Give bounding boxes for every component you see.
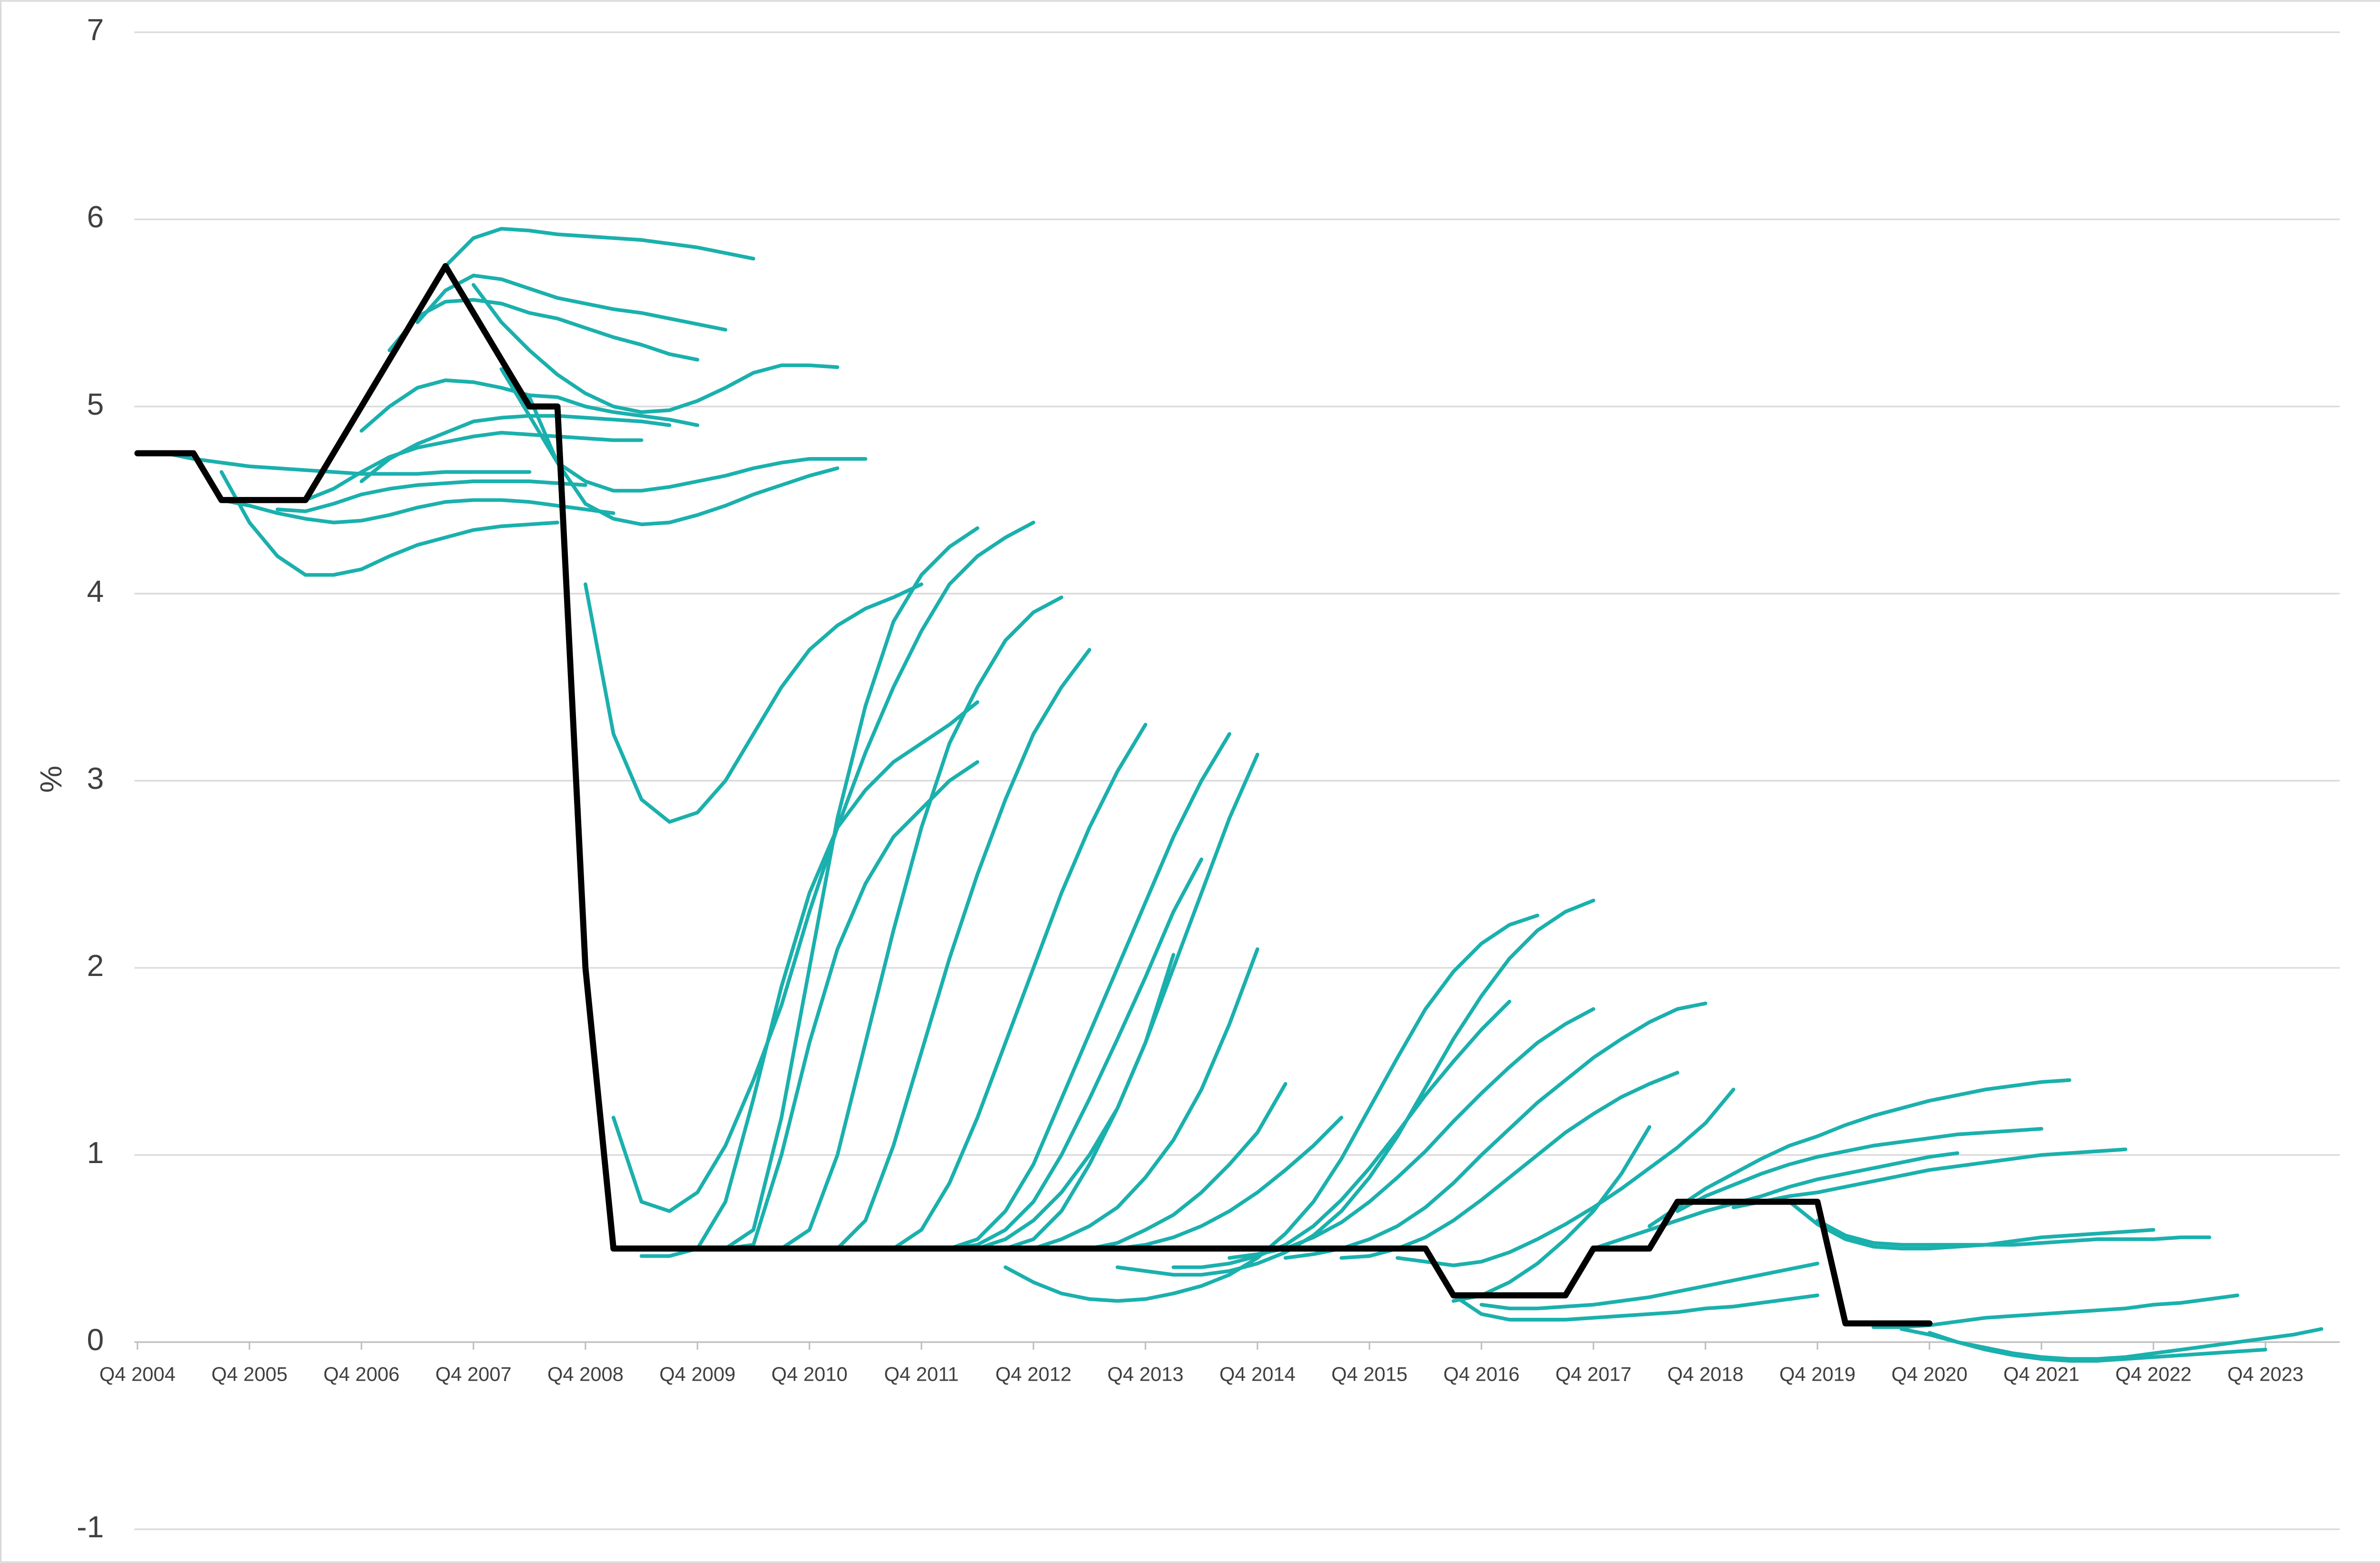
x-tick-label: Q4 2019 bbox=[1779, 1363, 1855, 1385]
x-tick-label: Q4 2005 bbox=[211, 1363, 288, 1385]
series-line bbox=[276, 479, 587, 513]
x-tick-label: Q4 2009 bbox=[659, 1363, 735, 1385]
series-line bbox=[1591, 1151, 1960, 1251]
series-line bbox=[724, 760, 980, 1251]
series-line bbox=[1115, 898, 1596, 1277]
series-line bbox=[219, 470, 559, 577]
x-tick-label: Q4 2018 bbox=[1667, 1363, 1744, 1385]
series-line bbox=[303, 430, 644, 502]
x-tick-label: Q4 2020 bbox=[1891, 1363, 1967, 1385]
series-line bbox=[1115, 1115, 1344, 1251]
series-line bbox=[1787, 1200, 2155, 1251]
x-tick-label: Q4 2013 bbox=[1107, 1363, 1183, 1385]
x-tick-label: Q4 2015 bbox=[1331, 1363, 1408, 1385]
series-line bbox=[835, 647, 1091, 1251]
series-line bbox=[1395, 1087, 1735, 1267]
series-line bbox=[1899, 1327, 2323, 1361]
series-line bbox=[1003, 753, 1259, 1251]
series-line bbox=[1731, 1147, 2128, 1209]
y-tick-label: 6 bbox=[87, 200, 104, 234]
x-tick-label: Q4 2012 bbox=[995, 1363, 1071, 1385]
x-tick-label: Q4 2004 bbox=[99, 1363, 176, 1385]
series-line bbox=[219, 498, 615, 525]
series-line bbox=[724, 526, 980, 1251]
x-tick-label: Q4 2023 bbox=[2227, 1363, 2303, 1385]
series-line bbox=[779, 595, 1063, 1251]
x-tick-label: Q4 2010 bbox=[772, 1363, 848, 1385]
y-tick-label: 1 bbox=[87, 1135, 104, 1170]
x-tick-label: Q4 2022 bbox=[2115, 1363, 2192, 1385]
series-line bbox=[416, 273, 727, 332]
y-tick-label: 2 bbox=[87, 948, 104, 983]
series-line bbox=[611, 520, 1035, 1213]
series-line bbox=[1815, 1218, 2211, 1247]
series-line bbox=[527, 395, 840, 527]
series-line bbox=[1171, 999, 1511, 1269]
x-tick-label: Q4 2008 bbox=[547, 1363, 624, 1385]
x-tick-label: Q4 2007 bbox=[436, 1363, 512, 1385]
x-tick-label: Q4 2014 bbox=[1220, 1363, 1296, 1385]
series-line bbox=[135, 451, 532, 476]
series-line bbox=[1283, 1001, 1707, 1260]
series-line bbox=[1003, 947, 1259, 1251]
series-line bbox=[947, 857, 1203, 1251]
series-line bbox=[1479, 1262, 1820, 1311]
series-line bbox=[584, 582, 923, 824]
y-tick-label: 4 bbox=[87, 574, 104, 608]
series-line bbox=[1451, 1293, 1820, 1322]
y-tick-label: -1 bbox=[77, 1510, 104, 1544]
y-tick-label: 5 bbox=[87, 387, 104, 421]
y-tick-label: 0 bbox=[87, 1323, 104, 1357]
x-tick-label: Q4 2011 bbox=[884, 1363, 959, 1385]
x-tick-label: Q4 2016 bbox=[1443, 1363, 1519, 1385]
y-tick-label: 7 bbox=[87, 13, 104, 47]
series-line bbox=[1647, 1078, 2072, 1228]
x-tick-label: Q4 2021 bbox=[2003, 1363, 2080, 1385]
series-line bbox=[1927, 1331, 2268, 1363]
series-line bbox=[134, 263, 1933, 1327]
series-line bbox=[359, 414, 672, 483]
series-line bbox=[1871, 1293, 2240, 1329]
x-tick-label: Q4 2017 bbox=[1556, 1363, 1632, 1385]
series-line bbox=[892, 723, 1148, 1251]
series-line bbox=[443, 227, 755, 268]
series-line bbox=[471, 283, 840, 414]
series-line bbox=[1676, 1127, 2043, 1213]
series-line bbox=[947, 732, 1231, 1251]
y-axis-label: % bbox=[34, 766, 68, 793]
y-tick-label: 3 bbox=[87, 761, 104, 796]
x-tick-label: Q4 2006 bbox=[323, 1363, 399, 1385]
series-line bbox=[387, 298, 700, 362]
series-line bbox=[359, 378, 700, 433]
